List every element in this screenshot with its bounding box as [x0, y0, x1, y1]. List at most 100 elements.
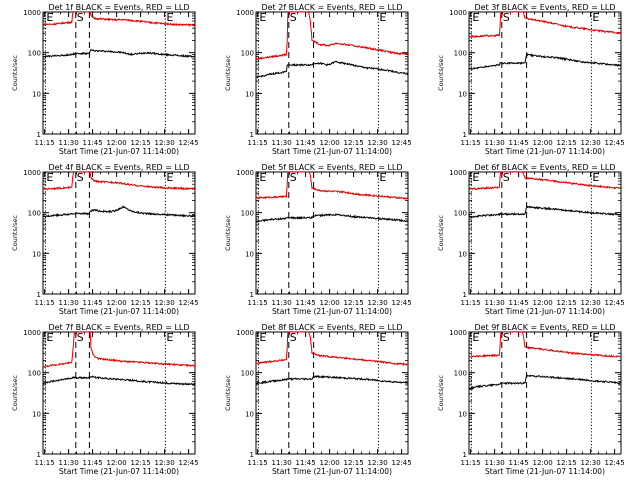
- marker-label: E: [592, 331, 599, 344]
- y-tick-label: 1000: [23, 9, 41, 17]
- series-red-lld: [256, 12, 408, 61]
- x-axis-label: Start Time (21-Jun-07 11:14:00): [272, 307, 392, 316]
- plot-frame: [255, 171, 409, 295]
- y-tick-label: 1000: [236, 9, 254, 17]
- y-tick-label: 10: [32, 90, 41, 98]
- series-red-lld: [469, 12, 621, 39]
- y-axis-label: Counts/sec: [11, 375, 19, 411]
- marker-label: E: [46, 171, 53, 184]
- marker-label: E: [472, 171, 479, 184]
- x-tick-label: 11:30: [485, 459, 505, 467]
- x-tick-label: 11:15: [35, 299, 55, 307]
- y-axis-label: Counts/sec: [224, 215, 232, 251]
- y-tick-label: 1000: [236, 329, 254, 337]
- y-tick-label: 1: [463, 131, 467, 139]
- x-tick-label: 12:00: [533, 299, 553, 307]
- x-axis-label: Start Time (21-Jun-07 11:14:00): [59, 147, 179, 156]
- marker-label: E: [259, 11, 266, 24]
- x-tick-label: 12:15: [344, 299, 364, 307]
- panel-title: Det 3f BLACK = Events, RED = LLD: [474, 3, 615, 12]
- y-tick-label: 1: [250, 451, 254, 459]
- plot-frame: [42, 171, 196, 295]
- x-tick-label: 12:15: [131, 459, 151, 467]
- y-tick-label: 100: [28, 50, 41, 58]
- x-tick-label: 12:15: [131, 299, 151, 307]
- series-black-events: [43, 48, 195, 59]
- panel-title: Det 5f BLACK = Events, RED = LLD: [261, 163, 402, 172]
- series-red-lld: [43, 172, 195, 191]
- marker-label: S: [503, 171, 510, 184]
- panel-6: Det 6f BLACK = Events, RED = LLD 1 10 100 10…: [437, 163, 625, 316]
- plot-frame: [468, 171, 622, 295]
- y-tick-label: 100: [241, 50, 254, 58]
- series-black-events: [43, 375, 195, 387]
- marker-label: E: [379, 331, 386, 344]
- y-tick-label: 1: [37, 131, 41, 139]
- x-tick-label: 12:30: [155, 139, 175, 147]
- x-tick-label: 12:30: [368, 459, 388, 467]
- x-tick-label: 11:45: [509, 139, 529, 147]
- x-tick-label: 11:30: [272, 459, 292, 467]
- y-tick-label: 10: [245, 410, 254, 418]
- y-tick-label: 1: [250, 131, 254, 139]
- y-tick-label: 10: [32, 250, 41, 258]
- x-tick-label: 11:15: [248, 299, 268, 307]
- x-tick-label: 12:15: [557, 459, 577, 467]
- marker-label: E: [46, 11, 53, 24]
- y-axis-label: Counts/sec: [224, 55, 232, 91]
- x-tick-label: 11:15: [248, 139, 268, 147]
- marker-label: E: [259, 171, 266, 184]
- y-tick-label: 10: [245, 250, 254, 258]
- x-tick-label: 11:15: [461, 139, 481, 147]
- x-tick-label: 12:30: [368, 299, 388, 307]
- x-tick-label: 11:15: [248, 459, 268, 467]
- x-tick-label: 12:00: [320, 459, 340, 467]
- y-tick-label: 10: [32, 410, 41, 418]
- y-tick-label: 100: [241, 210, 254, 218]
- y-tick-label: 100: [454, 370, 467, 378]
- x-tick-label: 11:45: [83, 299, 103, 307]
- plot-frame: [468, 331, 622, 455]
- x-tick-label: 12:00: [320, 139, 340, 147]
- y-tick-label: 100: [454, 50, 467, 58]
- y-tick-label: 1: [250, 291, 254, 299]
- panel-5: Det 5f BLACK = Events, RED = LLD 1 10 100 10…: [224, 163, 412, 316]
- x-tick-label: 12:00: [107, 459, 127, 467]
- panel-title: Det 4f BLACK = Events, RED = LLD: [48, 163, 189, 172]
- y-tick-label: 10: [458, 90, 467, 98]
- marker-label: E: [166, 331, 173, 344]
- y-axis-label: Counts/sec: [437, 55, 445, 91]
- marker-label: S: [77, 331, 84, 344]
- panel-7: Det 7f BLACK = Events, RED = LLD 1 10 100 10…: [11, 323, 199, 476]
- x-tick-label: 11:30: [59, 299, 79, 307]
- y-tick-label: 100: [28, 370, 41, 378]
- x-axis-label: Start Time (21-Jun-07 11:14:00): [272, 467, 392, 476]
- x-tick-label: 12:15: [344, 459, 364, 467]
- x-tick-label: 11:30: [485, 139, 505, 147]
- panel-title: Det 2f BLACK = Events, RED = LLD: [261, 3, 402, 12]
- panel-8: Det 8f BLACK = Events, RED = LLD 1 10 100 10…: [224, 323, 412, 476]
- x-axis-label: Start Time (21-Jun-07 11:14:00): [485, 147, 605, 156]
- marker-label: E: [46, 331, 53, 344]
- x-tick-label: 12:45: [605, 459, 625, 467]
- x-tick-label: 12:30: [581, 459, 601, 467]
- y-tick-label: 1000: [449, 169, 467, 177]
- x-axis-label: Start Time (21-Jun-07 11:14:00): [272, 147, 392, 156]
- marker-label: E: [166, 171, 173, 184]
- series-red-lld: [43, 332, 195, 368]
- y-tick-label: 1: [37, 451, 41, 459]
- y-axis-label: Counts/sec: [11, 215, 19, 251]
- plot-frame: [255, 331, 409, 455]
- x-tick-label: 12:00: [107, 139, 127, 147]
- series-red-lld: [43, 12, 195, 28]
- x-tick-label: 12:45: [392, 459, 412, 467]
- plot-frame: [468, 11, 622, 135]
- x-tick-label: 11:15: [461, 299, 481, 307]
- panel-title: Det 6f BLACK = Events, RED = LLD: [474, 163, 615, 172]
- x-tick-label: 11:45: [296, 459, 316, 467]
- series-red-lld: [469, 172, 621, 191]
- x-tick-label: 12:00: [533, 139, 553, 147]
- series-black-events: [256, 212, 408, 224]
- panel-3: Det 3f BLACK = Events, RED = LLD 1 10 100 10…: [437, 3, 625, 156]
- x-tick-label: 12:45: [392, 299, 412, 307]
